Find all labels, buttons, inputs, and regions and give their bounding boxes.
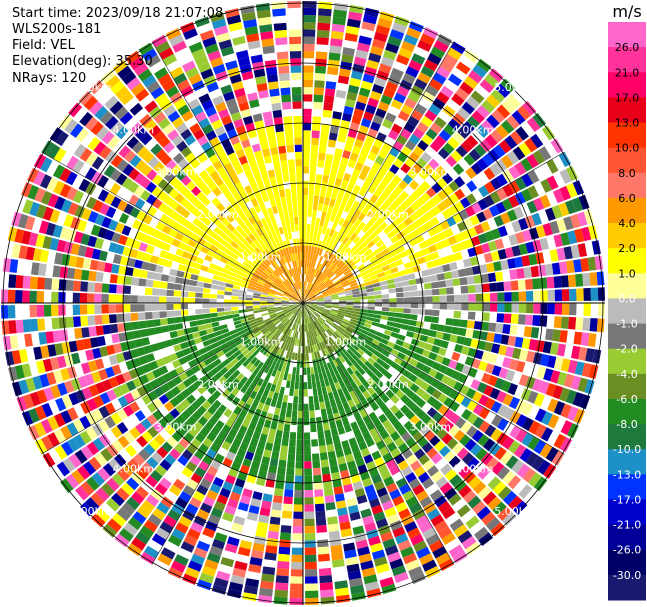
azimuth-spoke — [151, 41, 304, 304]
colorbar-tick-label: 17.0 — [615, 91, 640, 104]
range-ring-label: 5.00km — [494, 81, 536, 94]
colorbar-tick-label: 8.0 — [618, 167, 636, 180]
colorbar-tick-label: 1.0 — [618, 267, 636, 280]
azimuth-spoke — [302, 302, 565, 455]
nrays-text: NRays: 120 — [12, 71, 87, 86]
range-ring-label: 5.00km — [494, 505, 536, 518]
colorbar-tick-label: 4.0 — [618, 217, 636, 230]
field-text: Field: VEL — [12, 38, 75, 53]
colorbar-swatch — [608, 223, 646, 249]
range-rings — [1, 1, 605, 605]
colorbar-tick-label: -26.0 — [613, 544, 641, 557]
azimuth-spoke — [302, 151, 565, 304]
colorbar-tick-label: 6.0 — [618, 192, 636, 205]
colorbar-unit: m/s — [612, 2, 641, 21]
colorbar-swatch — [608, 474, 646, 500]
range-ring-label: 4.00km — [452, 123, 494, 136]
colorbar-swatch — [608, 147, 646, 174]
colorbar-swatch — [608, 273, 646, 299]
colorbar-tick-label: 21.0 — [615, 66, 640, 79]
colorbar-swatch — [608, 549, 646, 576]
colorbar-swatch — [608, 172, 646, 199]
colorbar-swatch — [608, 574, 646, 601]
colorbar-tick-label: 10.0 — [615, 142, 640, 155]
range-ring-label: 1.00km — [240, 251, 282, 264]
range-ring-label: 4.00km — [113, 463, 155, 476]
colorbar-swatch — [608, 197, 646, 224]
range-ring-label: 2.00km — [197, 208, 239, 221]
range-ring-label: 1.00km — [325, 251, 367, 264]
colorbar-swatch — [608, 248, 646, 274]
colorbar-tick-label: -6.0 — [616, 393, 637, 406]
colorbar-tick-label: -17.0 — [613, 494, 641, 507]
azimuth-spoke — [151, 302, 304, 565]
colorbar-swatch — [608, 373, 646, 400]
colorbar-tick-label: -10.0 — [613, 443, 641, 456]
instrument-name-text: WLS200s-181 — [12, 22, 102, 37]
colorbar-swatch — [608, 323, 646, 350]
colorbar-tick-label: -4.0 — [616, 368, 637, 381]
colorbar-swatch — [608, 22, 646, 48]
range-ring-label: 1.00km — [240, 335, 282, 348]
range-ring-label: 2.00km — [367, 378, 409, 391]
colorbar-swatch — [608, 72, 646, 98]
colorbar-tick-label: -21.0 — [613, 519, 641, 532]
colorbar-tick-label: 0.0 — [618, 292, 636, 305]
range-ring-label: 3.00km — [155, 166, 197, 179]
colorbar-tick-label: 2.0 — [618, 242, 636, 255]
range-ring-labels: 1.00km 2.00km 3.00km 4.00km 5.00km 1.00km 2.00… — [70, 81, 536, 518]
azimuth-spoke — [302, 302, 455, 565]
azimuth-spoke — [41, 302, 304, 455]
range-ring-label: 3.00km — [155, 420, 197, 433]
range-ring-label: 5.00km — [70, 81, 112, 94]
colorbar-tick-label: -1.0 — [616, 318, 637, 331]
range-ring-label: 1.00km — [325, 335, 367, 348]
range-ring-label: 4.00km — [452, 463, 494, 476]
colorbar-tick-label: -2.0 — [616, 343, 637, 356]
colorbar-tick-label: 13.0 — [615, 117, 640, 130]
range-ring-label: 2.00km — [197, 378, 239, 391]
azimuth-spoke — [302, 41, 455, 304]
range-ring-label: 3.00km — [410, 420, 452, 433]
colorbar-swatch — [608, 399, 646, 425]
colorbar-swatch — [608, 348, 646, 375]
colorbar-swatch — [608, 524, 646, 551]
colorbar-tick-label: -8.0 — [616, 418, 637, 431]
velocity-colorbar: m/s 26.0 21.0 17.0 13.0 10.0 8.0 6.0 4.0 2.0 1.0 0.… — [608, 2, 646, 601]
start-time-text: Start time: 2023/09/18 21:07:08 — [12, 6, 224, 21]
colorbar-tick-label: -30.0 — [613, 569, 641, 582]
colorbar-swatch — [608, 47, 646, 73]
range-ring-label: 5.00km — [70, 505, 112, 518]
range-ring-label: 4.00km — [113, 123, 155, 136]
colorbar-swatch — [608, 97, 646, 123]
colorbar-swatch — [608, 499, 646, 526]
colorbar-tick-label: -13.0 — [613, 468, 641, 481]
azimuth-spoke — [41, 151, 304, 304]
elevation-text: Elevation(deg): 35.30 — [12, 54, 153, 69]
colorbar-swatch — [608, 449, 646, 475]
colorbar-swatch — [608, 122, 646, 149]
range-ring-label: 2.00km — [367, 208, 409, 221]
colorbar-swatch — [608, 298, 646, 324]
range-ring-label: 3.00km — [410, 166, 452, 179]
colorbar-swatch — [608, 424, 646, 450]
colorbar-tick-label: 26.0 — [615, 41, 640, 54]
